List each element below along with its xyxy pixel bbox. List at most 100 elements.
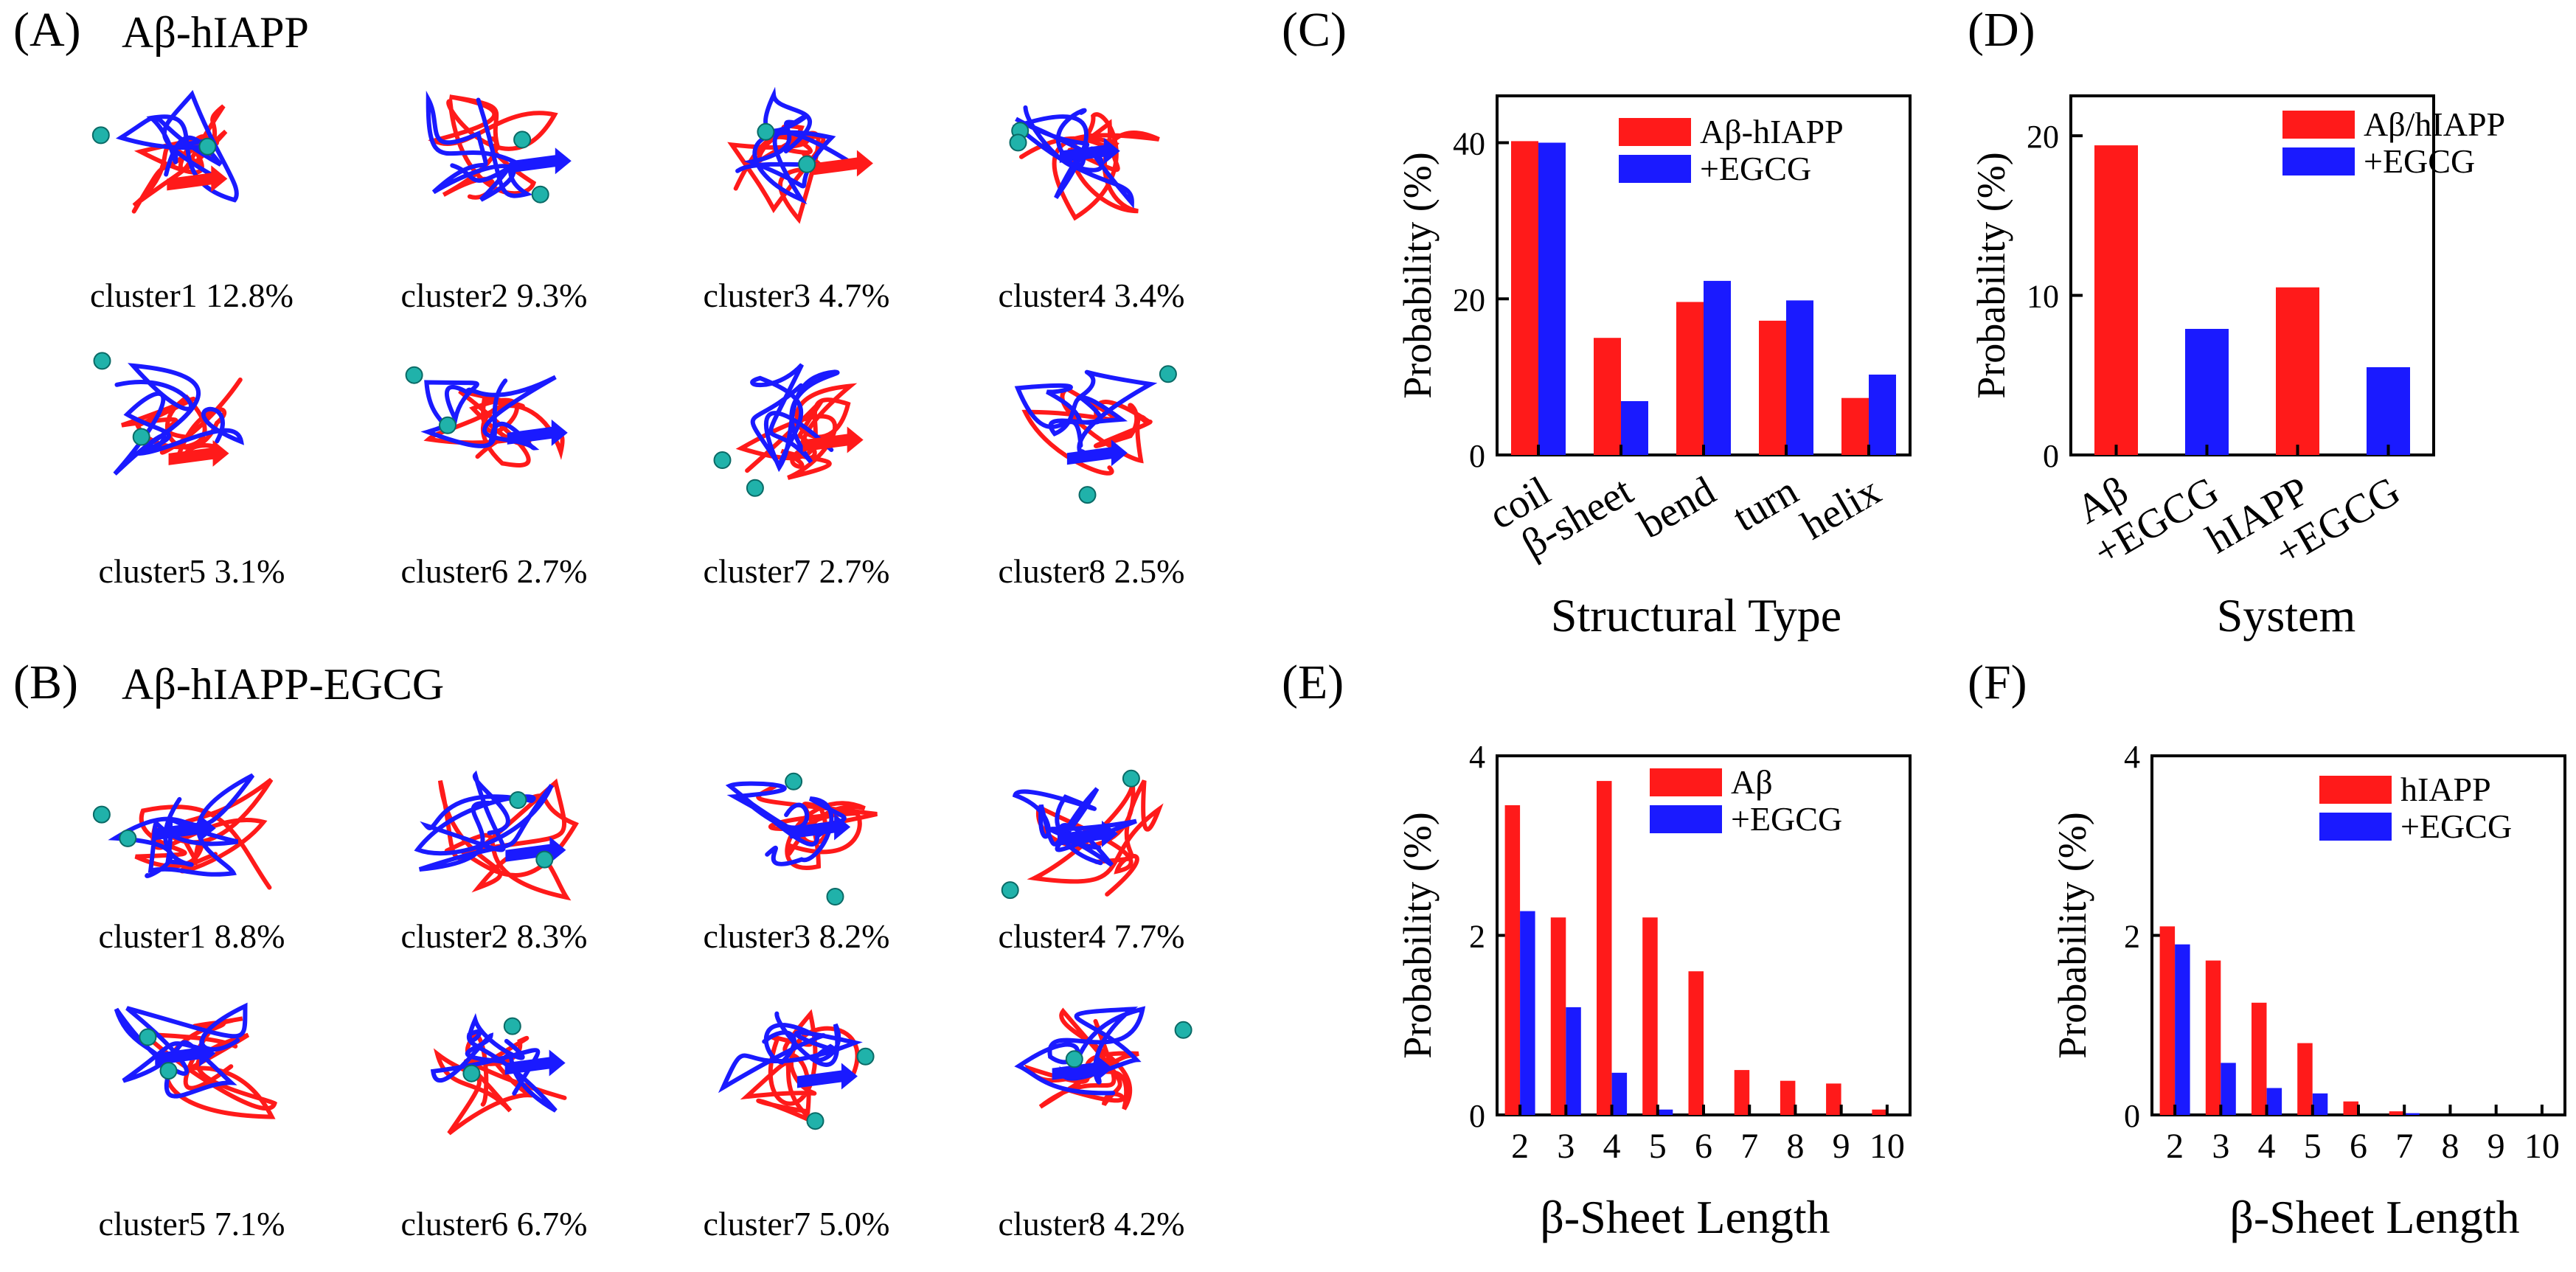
panel-b-cluster5-label: cluster5 7.1%: [98, 1205, 285, 1243]
panel-c-letter: (C): [1282, 3, 1347, 57]
chart-e-xtick-label: 6: [1695, 1127, 1712, 1166]
panel-d-letter: (D): [1968, 3, 2035, 57]
chart-f-bar-hIAPP-5: [2389, 1111, 2405, 1115]
panel-b-cluster2-label: cluster2 8.3%: [400, 917, 588, 955]
beta-sheet-arrow: [1059, 137, 1120, 164]
panel-b-title: Aβ-hIAPP-EGCG: [122, 660, 445, 709]
chart-d-bar-EGCG-1: [2185, 329, 2229, 455]
panel-b-cluster1-structure: [92, 773, 274, 890]
terminus-sphere: [856, 1047, 875, 1066]
chart-c-bar-AhIAPP-4: [1841, 397, 1869, 455]
chart-e-ytick-label: 0: [1469, 1098, 1485, 1134]
chart-d-xlabel: System: [2217, 589, 2355, 642]
panel-a-cluster8-label: cluster8 2.5%: [998, 552, 1185, 590]
chart-d-bar-AhIAPP-2: [2276, 287, 2319, 455]
panel-a-letter: (A): [13, 3, 81, 57]
terminus-sphere: [1174, 1021, 1192, 1039]
chart-c-bar-EGCG-0: [1538, 142, 1566, 455]
chart-f-bar-EGCG-5: [2404, 1113, 2420, 1115]
chart-c-bar-AhIAPP-0: [1511, 141, 1538, 455]
panel-b-cluster7-structure: [718, 1009, 875, 1130]
beta-sheet-arrow: [155, 815, 216, 842]
chart-d-ytick-label: 20: [2027, 119, 2059, 155]
terminus-sphere: [119, 829, 137, 847]
chart-f-bar-EGCG-3: [2312, 1093, 2328, 1115]
terminus-sphere: [509, 791, 527, 809]
chart-c-bar-AhIAPP-3: [1759, 320, 1786, 455]
chart-f-bar-hIAPP-1: [2205, 960, 2221, 1115]
panel-a-cluster7-label: cluster7 2.7%: [703, 552, 890, 590]
chart-e-xtick-label: 8: [1786, 1127, 1804, 1166]
blue-chain: [735, 86, 853, 205]
beta-sheet-arrow: [802, 426, 864, 453]
terminus-sphere: [1122, 769, 1140, 788]
beta-sheet-arrow: [812, 150, 873, 177]
beta-sheet-arrow: [1066, 439, 1128, 467]
beta-sheet-arrow: [168, 439, 229, 467]
panel-e-letter: (E): [1282, 656, 1344, 709]
chart-c-legend-label-1: +EGCG: [1700, 150, 1811, 187]
chart-f-ytick-label: 2: [2124, 919, 2140, 955]
chart-f-xtick-label: 10: [2524, 1127, 2560, 1166]
panel-a-cluster5-label: cluster5 3.1%: [98, 552, 285, 590]
blue-chain: [414, 770, 554, 872]
chart-c-bar-EGCG-1: [1621, 401, 1648, 455]
chart-e-bar-A-3: [1642, 917, 1658, 1115]
blue-chain: [718, 1011, 863, 1094]
terminus-sphere: [806, 1112, 824, 1130]
terminus-sphere: [1159, 365, 1177, 383]
chart-e-bar-A-5: [1734, 1070, 1750, 1115]
terminus-sphere: [513, 131, 532, 149]
panel-b-cluster7-label: cluster7 5.0%: [703, 1205, 890, 1243]
chart-f-bar-hIAPP-3: [2297, 1043, 2313, 1115]
chart-c-xtick-label: helix: [1794, 468, 1889, 549]
blue-chain: [750, 363, 840, 473]
panel-b-cluster8-structure: [1014, 1006, 1192, 1111]
chart-e-ylabel: Probability (%): [1395, 812, 1440, 1058]
panel-b-cluster5-structure: [114, 1002, 277, 1119]
chart-c-legend-swatch-0: [1619, 118, 1691, 146]
panel-b-cluster3-structure: [725, 772, 878, 906]
chart-f-legend-label-1: +EGCG: [2400, 807, 2512, 845]
chart-e-bar-EGCG-3: [1657, 1109, 1673, 1115]
chart-d-legend-label-0: Aβ/hIAPP: [2364, 105, 2505, 143]
chart-c-xtick-label: bend: [1631, 468, 1723, 548]
beta-sheet-arrow: [507, 419, 568, 446]
terminus-sphere: [132, 428, 150, 446]
terminus-sphere: [746, 479, 764, 497]
blue-chain: [1014, 369, 1158, 461]
chart-c-ytick-label: 40: [1453, 126, 1485, 162]
chart-e-legend-swatch-0: [1650, 768, 1722, 796]
chart-f-xtick-label: 5: [2304, 1127, 2322, 1166]
terminus-sphere: [439, 416, 456, 434]
chart-e-bar-A-7: [1826, 1083, 1841, 1115]
chart-f-bar-hIAPP-4: [2343, 1101, 2358, 1115]
chart-c-xlabel: Structural Type: [1551, 589, 1841, 642]
beta-sheet-arrow: [1052, 1054, 1113, 1082]
panel-a-cluster6-structure: [405, 366, 568, 468]
chart-d-bar-AhIAPP-0: [2094, 145, 2138, 455]
chart-e-ytick-label: 2: [1469, 919, 1485, 955]
terminus-sphere: [139, 1028, 157, 1046]
chart-d-ytick-label: 10: [2027, 279, 2059, 315]
chart-e-legend-label-1: +EGCG: [1731, 800, 1842, 838]
panel-a-cluster5-structure: [93, 352, 244, 476]
chart-e-legend-label-0: Aβ: [1731, 763, 1773, 801]
blue-chain: [430, 1012, 558, 1113]
terminus-sphere: [462, 1064, 481, 1082]
chart-d-bar-EGCG-3: [2367, 367, 2410, 455]
panel-f-letter: (F): [1968, 656, 2027, 709]
beta-sheet-arrow: [510, 147, 572, 175]
chart-d-ylabel: Probability (%): [1969, 152, 2013, 398]
chart-f-xlabel: β-Sheet Length: [2229, 1191, 2519, 1243]
chart-c-bar-EGCG-4: [1869, 375, 1896, 455]
blue-chain: [1012, 787, 1137, 867]
chart-f-xtick-label: 7: [2395, 1127, 2413, 1166]
panel-b-cluster2-structure: [414, 770, 579, 901]
chart-c-ytick-label: 0: [1469, 438, 1485, 474]
chart-e-bar-A-4: [1688, 971, 1704, 1115]
chart-e-xtick-label: 9: [1833, 1127, 1850, 1166]
red-chain: [1024, 1007, 1139, 1111]
chart-d-legend-label-1: +EGCG: [2364, 142, 2475, 180]
